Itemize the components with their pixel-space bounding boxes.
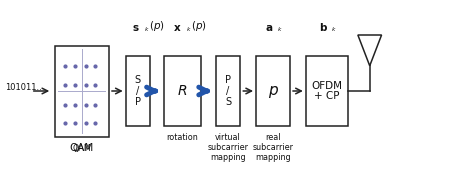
FancyBboxPatch shape (126, 56, 150, 126)
Text: QAM: QAM (70, 144, 94, 153)
FancyBboxPatch shape (306, 56, 348, 126)
Text: R: R (178, 84, 187, 98)
Text: $_k$: $_k$ (277, 25, 283, 34)
Text: $_k$: $_k$ (144, 25, 149, 34)
Text: 101011..: 101011.. (5, 83, 42, 92)
Text: P
/
S: P / S (225, 75, 231, 107)
Text: $\mathbf{a}$: $\mathbf{a}$ (265, 23, 273, 33)
Text: $_k$: $_k$ (331, 25, 337, 34)
Text: $\mathbf{x}$: $\mathbf{x}$ (173, 23, 182, 33)
Text: p: p (268, 83, 278, 99)
Polygon shape (358, 35, 382, 66)
Text: S
/
P: S / P (135, 75, 141, 107)
FancyBboxPatch shape (216, 56, 240, 126)
Text: $(p)$: $(p)$ (149, 19, 165, 33)
Text: $\mathbf{s}$: $\mathbf{s}$ (132, 23, 139, 33)
Text: QAM: QAM (73, 144, 91, 152)
FancyBboxPatch shape (256, 56, 290, 126)
Text: $\mathbf{b}$: $\mathbf{b}$ (319, 21, 328, 33)
Text: $_k$: $_k$ (186, 25, 191, 34)
Text: virtual
subcarrier
mapping: virtual subcarrier mapping (208, 133, 248, 162)
FancyBboxPatch shape (55, 46, 109, 136)
Text: OFDM
+ CP: OFDM + CP (311, 81, 343, 101)
FancyBboxPatch shape (164, 56, 201, 126)
Text: real
subcarrier
mapping: real subcarrier mapping (253, 133, 293, 162)
Text: rotation: rotation (167, 133, 198, 142)
Text: $(p)$: $(p)$ (191, 19, 207, 33)
